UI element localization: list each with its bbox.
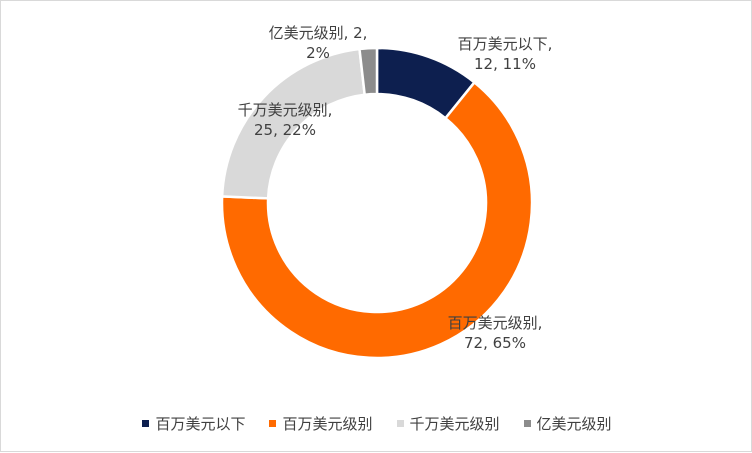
legend: 百万美元以下 百万美元级别 千万美元级别 亿美元级别 [1, 411, 752, 435]
legend-item-hundred-million-level: 亿美元级别 [523, 413, 612, 434]
legend-item-million-level: 百万美元级别 [269, 413, 373, 434]
data-label-ten-million-level: 千万美元级别, 25, 22% [237, 101, 333, 139]
data-label-under-million: 百万美元以下, 12, 11% [457, 35, 553, 73]
data-label-million-level: 百万美元级别, 72, 65% [447, 314, 543, 352]
legend-swatch [396, 419, 404, 427]
legend-swatch [142, 419, 150, 427]
legend-label: 百万美元级别 [282, 414, 373, 433]
legend-label: 千万美元级别 [409, 414, 500, 433]
slice-million-level [220, 80, 534, 360]
legend-swatch [269, 419, 277, 427]
legend-item-under-million: 百万美元以下 [142, 413, 245, 434]
legend-item-ten-million-level: 千万美元级别 [396, 413, 500, 434]
slice-hundred-million-level [358, 46, 379, 97]
legend-label: 百万美元以下 [155, 414, 246, 433]
data-label-hundred-million-level: 亿美元级别, 2, 2% [268, 24, 368, 62]
legend-swatch [523, 419, 531, 427]
legend-label: 亿美元级别 [536, 414, 612, 433]
